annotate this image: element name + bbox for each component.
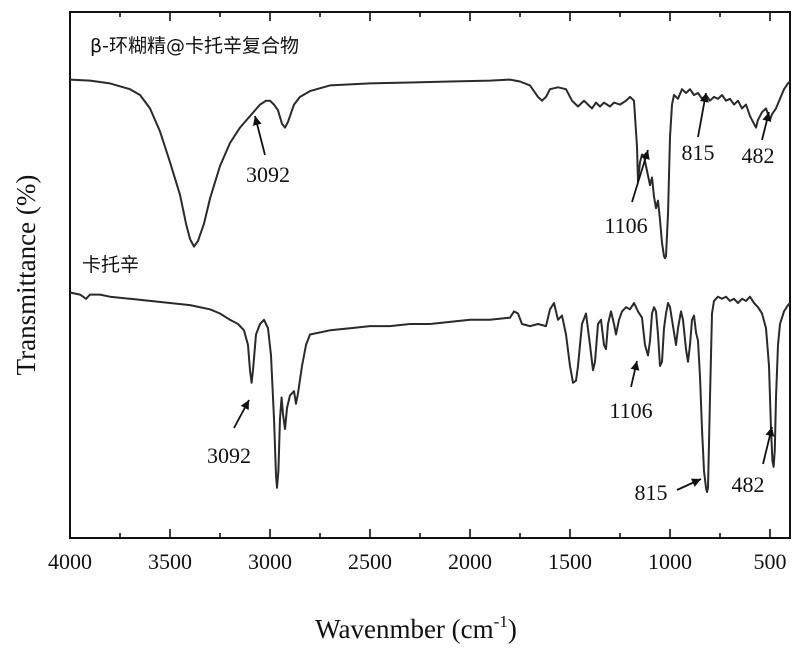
peak-annotation: 3092	[207, 399, 251, 468]
arrow-head	[240, 400, 249, 411]
peak-label: 3092	[207, 443, 251, 468]
peak-annotation: 482	[742, 111, 775, 168]
peak-label: 815	[635, 480, 668, 505]
peak-label: 1106	[604, 213, 647, 238]
series-label-1: β-环糊精@卡托辛复合物	[90, 35, 299, 57]
x-tick-label: 4000	[48, 549, 92, 574]
arrow-head	[690, 478, 701, 487]
arrow-head	[641, 150, 650, 160]
arrow-head	[630, 361, 640, 371]
peak-label: 815	[682, 140, 715, 165]
peak-annotation: 3092	[246, 115, 290, 187]
peak-annotation: 1106	[604, 149, 650, 238]
peak-label: 1106	[609, 398, 652, 423]
x-axis-ticks	[69, 12, 771, 538]
peak-annotation: 1106	[609, 360, 653, 423]
y-axis-title: Transmittance (%)	[11, 175, 41, 376]
peak-label: 3092	[246, 162, 290, 187]
arrow-head	[252, 116, 262, 126]
peak-annotation: 482	[732, 426, 775, 497]
series-group	[69, 78, 791, 493]
series-line-2	[69, 291, 791, 493]
plot-frame	[69, 11, 791, 539]
peak-annotation: 815	[682, 92, 715, 165]
arrow-head	[762, 112, 772, 122]
peak-annotation: 815	[635, 478, 702, 505]
x-tick-label: 500	[754, 549, 787, 574]
arrow-head	[699, 93, 709, 103]
x-tick-label: 1500	[548, 549, 592, 574]
peak-annotations: 3092 1106 815 482 3092 1106 815 482	[207, 92, 775, 505]
x-tick-label: 2500	[348, 549, 392, 574]
peak-arrow	[631, 149, 649, 203]
x-tick-label: 1000	[648, 549, 692, 574]
x-tick-label: 3500	[148, 549, 192, 574]
series-label-2: 卡托辛	[82, 254, 139, 276]
peak-label: 482	[732, 472, 765, 497]
x-tick-label: 2000	[448, 549, 492, 574]
x-tick-label: 3000	[248, 549, 292, 574]
x-axis-tick-labels: 4000 3500 3000 2500 2000 1500 1000 500	[48, 549, 787, 574]
peak-label: 482	[742, 143, 775, 168]
arrow-head	[765, 427, 775, 437]
x-axis-title: Wavenmber (cm-1)	[315, 612, 517, 644]
series-line-1	[69, 78, 791, 260]
